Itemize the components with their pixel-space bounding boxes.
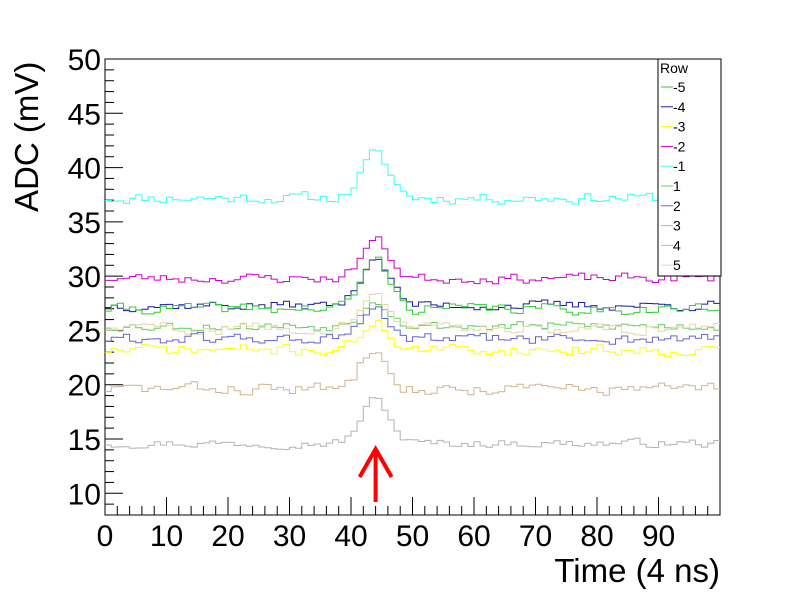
legend-entry-label: 2 bbox=[673, 198, 681, 214]
y-axis-ticks: 10 15 20 25 30 35 40 45 50 bbox=[68, 44, 123, 516]
x-tick-label: 70 bbox=[519, 520, 552, 553]
series-line-row-4 bbox=[105, 352, 720, 396]
legend-box bbox=[657, 58, 722, 277]
x-tick-label: 0 bbox=[97, 520, 114, 553]
legend-entry-label: 3 bbox=[673, 218, 681, 234]
legend-entry-label: -2 bbox=[673, 138, 686, 154]
series-line-row--5 bbox=[105, 256, 720, 316]
series-line-row--4 bbox=[105, 258, 720, 313]
y-tick-label: 50 bbox=[68, 44, 101, 77]
legend-title: Row bbox=[660, 60, 689, 76]
x-tick-label: 10 bbox=[150, 520, 183, 553]
series-line-row-2 bbox=[105, 306, 720, 345]
series-line-row--2 bbox=[105, 236, 720, 285]
y-tick-label: 25 bbox=[68, 315, 101, 348]
x-axis-label: Time (4 ns) bbox=[554, 552, 720, 589]
legend-entry-label: -1 bbox=[673, 158, 686, 174]
legend-entry-label: 1 bbox=[673, 178, 681, 194]
series-line-row--3 bbox=[105, 319, 720, 357]
legend-entry-label: 4 bbox=[673, 237, 681, 253]
y-tick-label: 45 bbox=[68, 98, 101, 131]
legend-entry-label: -4 bbox=[673, 99, 686, 115]
legend-entry-label: -5 bbox=[673, 79, 686, 95]
x-tick-label: 80 bbox=[580, 520, 613, 553]
y-tick-label: 10 bbox=[68, 478, 101, 511]
x-tick-label: 90 bbox=[642, 520, 675, 553]
series-layer bbox=[105, 149, 720, 450]
x-axis-ticks: 0 10 20 30 40 50 60 70 80 90 bbox=[97, 497, 721, 553]
x-tick-label: 50 bbox=[396, 520, 429, 553]
y-tick-label: 15 bbox=[68, 424, 101, 457]
x-tick-label: 40 bbox=[334, 520, 367, 553]
series-line-row--1 bbox=[105, 149, 720, 205]
x-tick-label: 30 bbox=[273, 520, 306, 553]
annotation-layer bbox=[357, 444, 394, 502]
x-tick-label: 20 bbox=[211, 520, 244, 553]
y-tick-label: 40 bbox=[68, 153, 101, 186]
legend: Row -5 -4 -3 -2 -1 1 2 3 4 5 bbox=[657, 58, 722, 277]
series-line-row-5 bbox=[105, 293, 720, 336]
peak-arrow-head bbox=[357, 444, 394, 478]
series-line-row-3 bbox=[105, 397, 720, 450]
y-tick-label: 20 bbox=[68, 370, 101, 403]
legend-entry-label: -3 bbox=[673, 119, 686, 135]
y-tick-label: 35 bbox=[68, 207, 101, 240]
y-axis-label: ADC (mV) bbox=[8, 62, 45, 212]
x-tick-label: 60 bbox=[457, 520, 490, 553]
y-tick-label: 30 bbox=[68, 261, 101, 294]
legend-entry-label: 5 bbox=[673, 257, 681, 273]
